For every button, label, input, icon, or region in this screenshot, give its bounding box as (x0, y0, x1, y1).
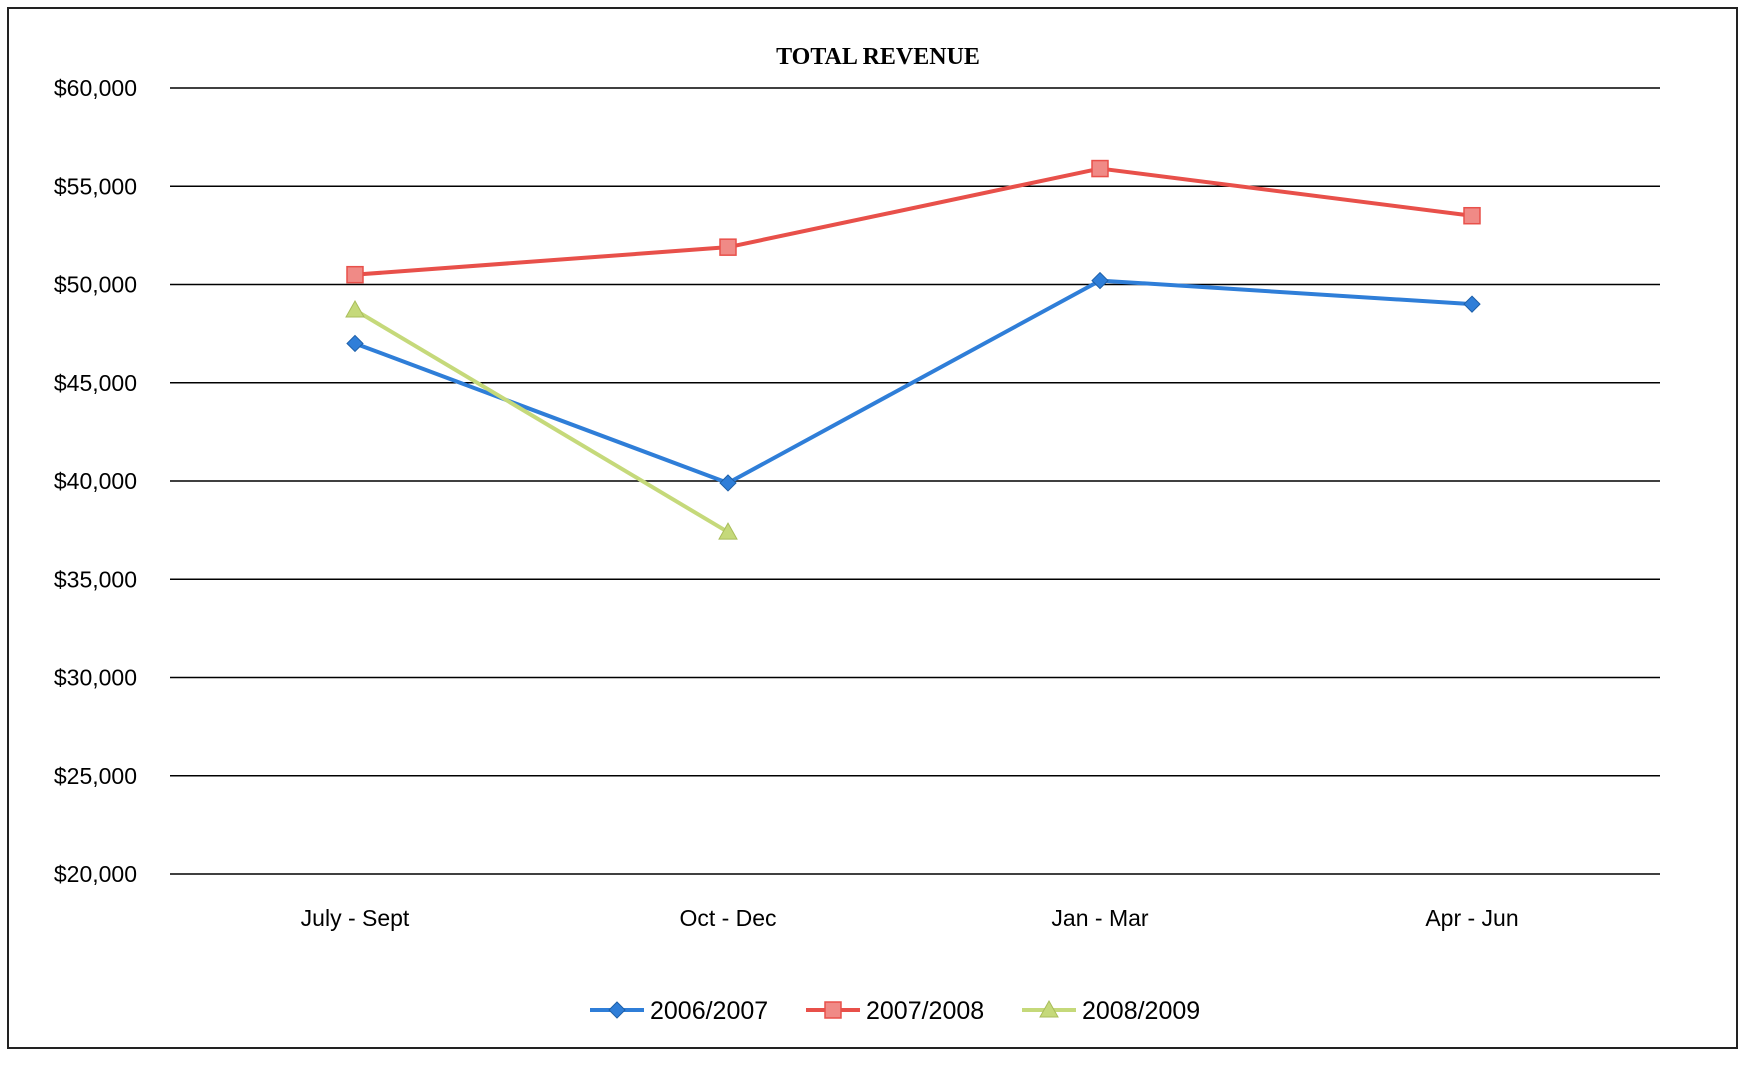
y-tick-label: $55,000 (54, 173, 137, 199)
x-category-label: Apr - Jun (1425, 905, 1518, 931)
legend-label: 2006/2007 (650, 997, 768, 1025)
x-category-label: Jan - Mar (1051, 905, 1148, 931)
x-category-label: July - Sept (301, 905, 410, 931)
data-point-square (346, 265, 364, 284)
series-line (354, 278, 1473, 485)
y-tick-label: $60,000 (54, 75, 137, 101)
data-point-square (1091, 159, 1109, 178)
y-tick-label: $30,000 (54, 665, 137, 691)
data-point-triangle (1039, 999, 1059, 1018)
legend-label: 2008/2009 (1082, 997, 1200, 1025)
data-point-square (1463, 206, 1481, 225)
y-tick-label: $45,000 (54, 370, 137, 396)
x-axis-category-labels: July - Sept Oct - Dec Jan - Mar Apr - Jun (301, 905, 1519, 931)
y-tick-label: $25,000 (54, 763, 137, 789)
legend: 2006/2007 2007/2008 2008/2009 (590, 997, 1200, 1025)
x-category-label: Oct - Dec (679, 905, 776, 931)
chart-border (7, 7, 1738, 1049)
y-axis-tick-labels: $60,000 $55,000 $50,000 $45,000 $40,000 $35,0… (54, 75, 137, 887)
data-point-diamond (346, 334, 364, 353)
data-point-diamond (719, 474, 737, 492)
series-line (353, 308, 730, 534)
data-point-diamond (1091, 271, 1109, 290)
data-point-diamond (1463, 295, 1481, 313)
y-tick-label: $50,000 (54, 272, 137, 298)
y-tick-label: $40,000 (54, 468, 137, 494)
data-point-triangle (718, 522, 738, 540)
data-point-square (719, 238, 737, 256)
series-line (354, 166, 1473, 277)
data-point-diamond (608, 1001, 626, 1019)
data-point-triangle (345, 300, 365, 318)
data-point-square (824, 1001, 842, 1019)
legend-label: 2007/2008 (866, 997, 984, 1025)
series-lines (345, 159, 1481, 540)
y-tick-label: $35,000 (54, 566, 137, 592)
gridlines (170, 87, 1660, 875)
chart-title: TOTAL REVENUE (776, 44, 980, 70)
y-tick-label: $20,000 (54, 861, 137, 887)
